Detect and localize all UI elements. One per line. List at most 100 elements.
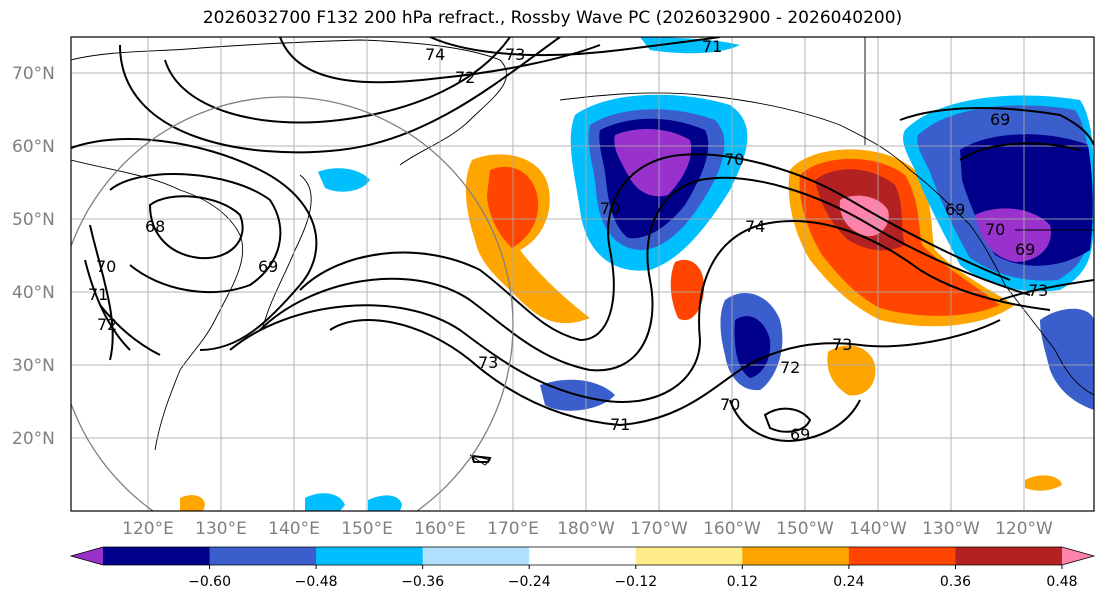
contour-73 [119,37,561,154]
contour-70-mid [299,153,1011,342]
contour-label: 73 [478,353,498,372]
contour-label: 69 [790,425,810,444]
contour-73-east [999,279,1094,301]
longitude-labels: 120°E 130°E 140°E 150°E 160°E 170°E 180°… [122,519,1053,539]
contour-label: 70 [724,150,744,169]
negative-anomaly-bottom-a [305,493,345,511]
latitude-label: 30°N [12,356,55,376]
contour-label: 71 [702,37,722,56]
negative-anomaly-east-core [975,208,1051,262]
contour-lines [71,37,1094,463]
positive-anomaly-bottom [1025,475,1062,491]
latitude-label: 50°N [12,210,55,230]
colorbar-extend-low [71,547,103,565]
colorbar-tick-label: −0.36 [401,574,444,590]
contour-73-mid [329,319,1001,427]
contour-69-northeast [959,142,1081,161]
contour-label: 71 [610,415,630,434]
contour-label: 73 [1028,281,1048,300]
contour-label: 71 [88,285,108,304]
contour-71 [429,37,721,57]
reference-circle [71,96,514,511]
contour-label: 70 [720,395,740,414]
contour-label: 74 [745,217,765,236]
contour-label: 73 [832,335,852,354]
contour-small [470,454,492,463]
colorbar: −0.60 −0.48 −0.36 −0.24 −0.12 0.12 0.24 0.36 0.4… [69,546,1096,590]
contour-label: 70 [96,257,116,276]
colorbar-swatch [316,547,424,565]
colorbar-tick-label: 0.48 [1046,574,1077,590]
colorbar-swatch [742,547,850,565]
longitude-label: 130°W [922,519,980,539]
contour-70 [89,224,114,361]
colorbar-swatch [848,547,956,565]
negative-anomaly-west [318,168,370,192]
colorbar-tick-label: 0.24 [833,574,864,590]
contour-68 [148,195,244,260]
contour-label: 74 [425,45,445,64]
contour-69 [109,172,282,294]
colorbar-tick-label: 0.12 [727,574,758,590]
contour-72-mid [229,220,1051,403]
contour-label: 69 [1015,240,1035,259]
longitude-label: 170°W [630,519,688,539]
longitude-label: 170°E [487,519,539,539]
colorbar-swatch [422,547,530,565]
longitude-label: 180°W [557,519,615,539]
longitude-label: 150°W [776,519,834,539]
negative-anomaly-subtropical-core [734,316,771,378]
latitude-label: 70°N [12,64,55,84]
contour-label: 72 [780,358,800,377]
positive-anomaly-160w [670,259,705,321]
map-layers [71,37,1094,511]
negative-anomaly-north [640,37,740,54]
longitude-label: 160°E [414,519,466,539]
contour-label: 72 [97,315,117,334]
negative-anomaly-south-east [1040,308,1094,410]
colorbar-swatch [209,547,317,565]
latitude-label: 60°N [12,137,55,157]
contour-69-south [763,407,812,433]
longitude-label: 140°W [849,519,907,539]
contour-71-west [84,259,131,351]
colorbar-extend-high [1062,547,1094,565]
longitude-label: 120°W [995,519,1053,539]
contour-72 [279,37,601,84]
positive-anomaly-small [827,345,876,396]
negative-anomaly-bottom-b [368,495,402,511]
longitude-label: 120°E [122,519,174,539]
longitude-label: 160°W [703,519,761,539]
contour-71-mid [259,176,1031,372]
contour-72-west [99,304,161,356]
contour-labels: 74 73 72 71 70 69 68 70 71 72 69 70 73 7… [88,37,1048,444]
latitude-label: 20°N [12,429,55,449]
chart-title: 2026032700 F132 200 hPa refract., Rossby… [202,8,903,28]
colorbar-swatch [103,547,211,565]
contour-ring [71,138,318,351]
colorbar-outline [69,546,1096,566]
colorbar-tick-label: −0.12 [614,574,657,590]
colorbar-tick-label: −0.60 [188,574,231,590]
colorbar-swatch [529,547,637,565]
contour-label: 73 [505,45,525,64]
positive-anomaly-bottom-west [180,495,205,511]
contour-label: 69 [258,257,278,276]
longitude-label: 150°E [341,519,393,539]
contour-70-northeast [899,107,1094,146]
latitude-label: 40°N [12,283,55,303]
longitude-label: 130°E [195,519,247,539]
latitude-labels: 70°N 60°N 50°N 40°N 30°N 20°N [12,64,55,449]
contour-label: 72 [455,68,475,87]
gridlines [71,37,1094,511]
coastlines [71,37,1094,466]
contour-label: 70 [985,220,1005,239]
positive-ridge-core [839,195,889,237]
contour-70-south [729,399,861,442]
colorbar-tick-label: −0.48 [295,574,338,590]
colorbar-swatch [955,547,1063,565]
contour-label: 70 [600,199,620,218]
longitude-label: 140°E [268,519,320,539]
contour-label: 68 [145,217,165,236]
